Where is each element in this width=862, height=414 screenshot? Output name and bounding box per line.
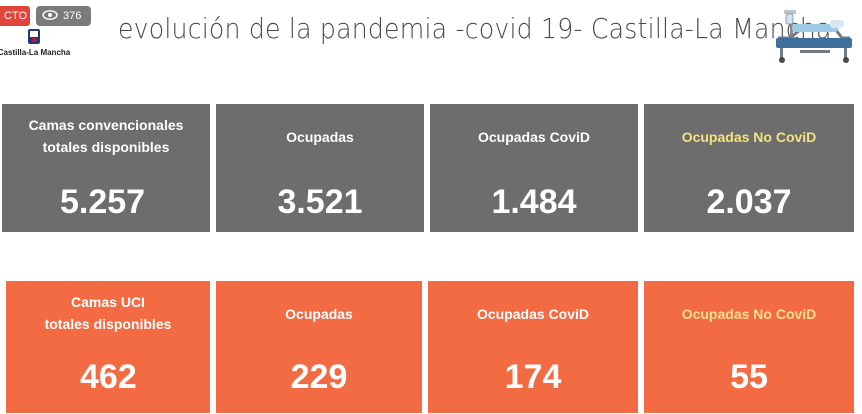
card-label-line: Camas UCI <box>71 294 145 310</box>
eye-icon <box>42 9 58 23</box>
card-label-line: Camas convencionales <box>28 117 184 133</box>
card-value: 2.037 <box>706 183 792 221</box>
view-count-badge: 376 <box>36 6 91 26</box>
card-conventional-occupied-non-covid: Ocupadas No CoviD 2.037 <box>644 104 854 232</box>
live-badge: CTO <box>0 6 30 26</box>
card-value: 462 <box>80 358 137 396</box>
card-icu-total: Camas UCI totales disponibles 462 <box>6 281 210 413</box>
view-count: 376 <box>63 10 82 22</box>
card-label-line: totales disponibles <box>42 139 170 155</box>
card-conventional-occupied-covid: Ocupadas CoviD 1.484 <box>430 104 638 232</box>
card-value: 174 <box>504 358 562 396</box>
card-label-line: totales disponibles <box>44 316 172 332</box>
card-label: Ocupadas No CoviD <box>681 129 817 145</box>
card-label: Ocupadas CoviD <box>477 129 591 145</box>
card-value: 5.257 <box>60 183 146 221</box>
card-label: Camas UCI totales disponibles <box>45 291 172 335</box>
card-value: 3.521 <box>277 183 363 221</box>
coat-of-arms-icon <box>28 29 40 44</box>
card-value: 1.484 <box>491 183 577 221</box>
castilla-la-mancha-logo: Castilla-La Mancha <box>0 28 70 64</box>
card-conventional-total: Camas convencionales totales disponibles… <box>2 104 210 232</box>
card-label: Camas convencionales totales disponibles <box>29 114 184 158</box>
page-title: evolución de la pandemia -covid 19- Cast… <box>118 12 832 45</box>
card-label: Ocupadas No CoviD <box>681 306 817 322</box>
card-label: Ocupadas CoviD <box>476 306 590 322</box>
card-label: Ocupadas <box>286 129 354 145</box>
logo-text: Castilla-La Mancha <box>0 48 71 57</box>
card-label: Ocupadas <box>285 306 353 322</box>
hospital-bed-icon <box>776 10 852 63</box>
card-conventional-occupied: Ocupadas 3.521 <box>216 104 424 232</box>
card-value: 229 <box>290 358 348 396</box>
card-icu-occupied-covid: Ocupadas CoviD 174 <box>428 281 638 413</box>
card-icu-occupied: Ocupadas 229 <box>216 281 422 413</box>
card-value: 55 <box>730 358 768 396</box>
card-icu-occupied-non-covid: Ocupadas No CoviD 55 <box>644 281 854 413</box>
